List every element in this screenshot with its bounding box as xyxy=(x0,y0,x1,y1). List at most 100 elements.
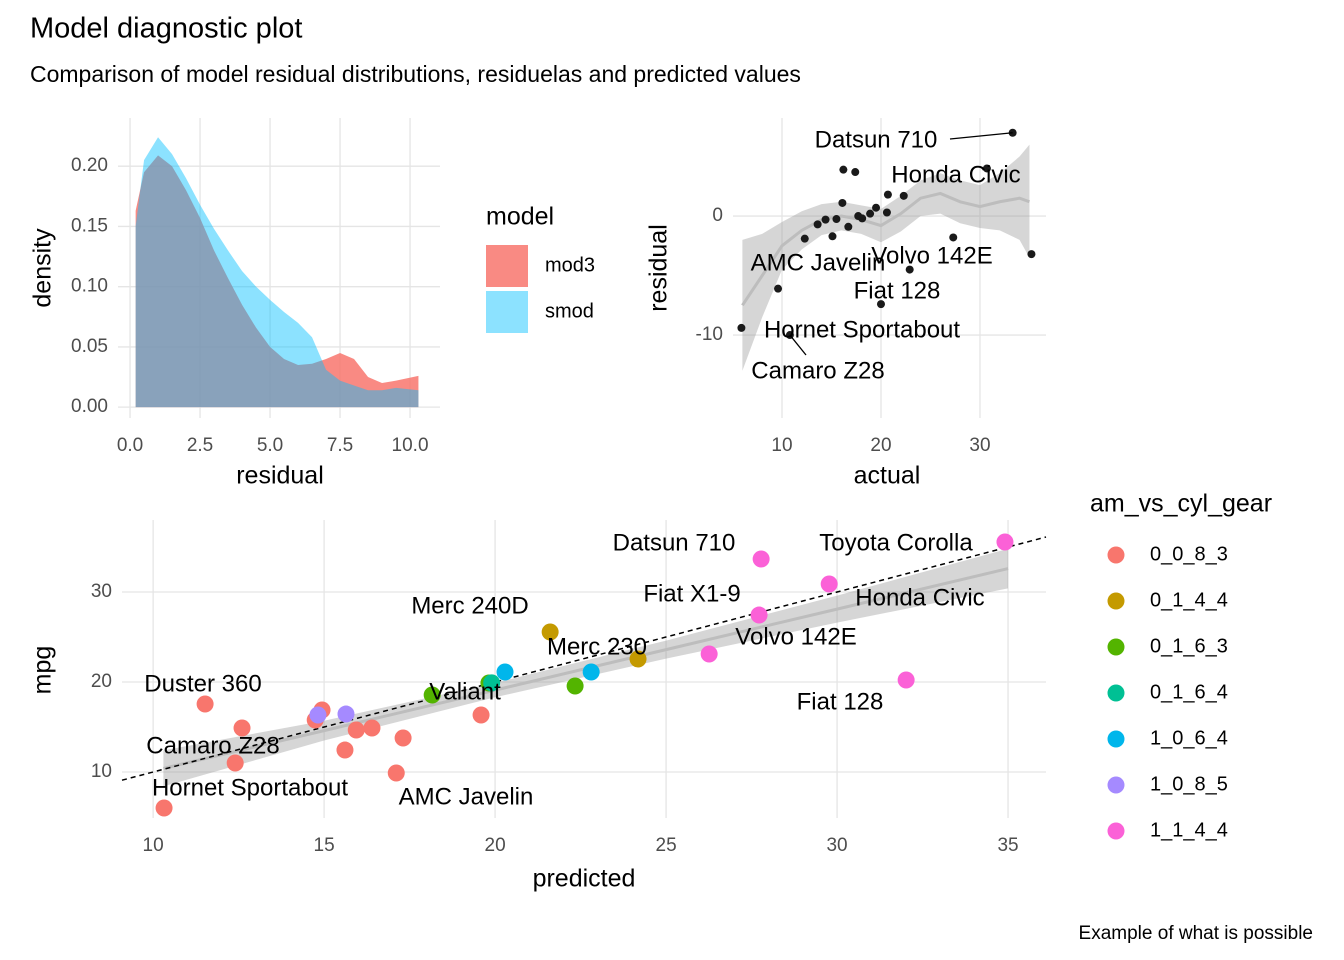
point-label: Datsun 710 xyxy=(613,529,736,556)
legend-key xyxy=(1107,776,1125,794)
point xyxy=(996,533,1014,551)
y-tick-label: 0 xyxy=(712,205,723,226)
x-tick-label: 2.5 xyxy=(187,435,213,456)
point xyxy=(541,623,559,641)
y-axis-title: density xyxy=(29,228,57,308)
legend-label: 1_1_4_4 xyxy=(1150,819,1228,841)
point xyxy=(851,168,860,177)
legend-label: mod3 xyxy=(545,254,595,276)
legend-key xyxy=(1107,822,1125,840)
point xyxy=(496,663,514,681)
y-tick-label: 0.05 xyxy=(71,336,108,357)
x-tick-label: 10 xyxy=(771,435,792,456)
point xyxy=(1027,250,1036,259)
point-label: Honda Civic xyxy=(891,161,1020,188)
legend-title: model xyxy=(486,203,554,231)
point xyxy=(155,799,173,817)
point xyxy=(883,190,892,199)
point xyxy=(899,191,908,200)
legend-title: am_vs_cyl_gear xyxy=(1090,490,1272,518)
point-label: Fiat 128 xyxy=(854,277,941,304)
y-tick-label: 0.20 xyxy=(71,155,108,176)
point-label: Honda Civic xyxy=(855,584,984,611)
point xyxy=(394,729,412,747)
y-tick-label: 0.00 xyxy=(71,396,108,417)
legend-key xyxy=(1107,592,1125,610)
point-label: Camaro Z28 xyxy=(751,357,884,384)
point-label: AMC Javelin xyxy=(399,783,534,810)
point xyxy=(629,650,647,668)
density-area xyxy=(135,155,419,408)
x-axis-title: actual xyxy=(854,462,921,490)
point xyxy=(800,234,809,243)
y-tick-label: 10 xyxy=(91,761,112,782)
y-axis-title: mpg xyxy=(29,646,57,695)
legend-label: 0_1_6_3 xyxy=(1150,635,1228,657)
point-label: Hornet Sportabout xyxy=(152,774,348,801)
x-tick-label: 10 xyxy=(143,835,164,856)
x-axis-title: predicted xyxy=(533,865,636,893)
point-label: Merc 240D xyxy=(411,592,528,619)
point xyxy=(839,165,848,174)
x-tick-label: 20 xyxy=(485,835,506,856)
smooth-line xyxy=(163,567,1009,770)
point xyxy=(876,300,885,309)
point-label: Valiant xyxy=(429,678,501,705)
y-tick-label: 20 xyxy=(91,671,112,692)
point xyxy=(832,215,841,224)
x-tick-label: 20 xyxy=(870,435,891,456)
x-tick-label: 30 xyxy=(826,835,847,856)
point xyxy=(854,212,863,221)
point xyxy=(838,198,847,207)
point-label: Toyota Corolla xyxy=(819,529,973,556)
x-tick-label: 7.5 xyxy=(327,435,353,456)
point xyxy=(844,222,853,231)
point xyxy=(566,677,584,695)
legend-label: 1_0_8_5 xyxy=(1150,773,1228,795)
point xyxy=(897,671,915,689)
x-tick-label: 0.0 xyxy=(117,435,143,456)
point xyxy=(872,203,881,212)
point xyxy=(737,323,746,332)
legend-label: 0_0_8_3 xyxy=(1150,543,1228,565)
legend-key xyxy=(1107,730,1125,748)
point xyxy=(752,550,770,568)
point-label: Datsun 710 xyxy=(815,126,938,153)
x-tick-label: 10.0 xyxy=(392,435,429,456)
smooth-line xyxy=(741,191,1030,307)
point-label: Fiat X1-9 xyxy=(643,580,740,607)
legend-key xyxy=(1107,638,1125,656)
legend-key xyxy=(486,245,528,287)
point xyxy=(309,706,327,724)
label-connector xyxy=(949,132,1013,140)
point xyxy=(821,215,830,224)
y-tick-label: -10 xyxy=(696,324,723,345)
point xyxy=(423,686,441,704)
point-label: Volvo 142E xyxy=(735,623,856,650)
point-label: AMC Javelin xyxy=(751,249,886,276)
y-tick-label: 30 xyxy=(91,581,112,602)
y-tick-label: 0.10 xyxy=(71,276,108,297)
caption: Example of what is possible xyxy=(1079,923,1313,944)
point xyxy=(774,284,783,293)
identity-line xyxy=(121,536,1047,781)
x-tick-label: 35 xyxy=(997,835,1018,856)
point-label: Camaro Z28 xyxy=(146,732,279,759)
point xyxy=(828,232,837,241)
point xyxy=(337,705,355,723)
point xyxy=(820,575,838,593)
point-label: Hornet Sportabout xyxy=(764,316,960,343)
x-axis-title: residual xyxy=(236,462,324,490)
subtitle: Comparison of model residual distributio… xyxy=(30,61,801,87)
point xyxy=(750,606,768,624)
label-connector xyxy=(789,334,807,356)
point xyxy=(196,695,214,713)
legend-key xyxy=(1107,684,1125,702)
x-tick-label: 30 xyxy=(969,435,990,456)
point xyxy=(387,764,405,782)
point xyxy=(582,663,600,681)
point-label: Volvo 142E xyxy=(871,242,992,269)
legend-label: 1_0_6_4 xyxy=(1150,727,1228,749)
x-tick-label: 15 xyxy=(314,835,335,856)
